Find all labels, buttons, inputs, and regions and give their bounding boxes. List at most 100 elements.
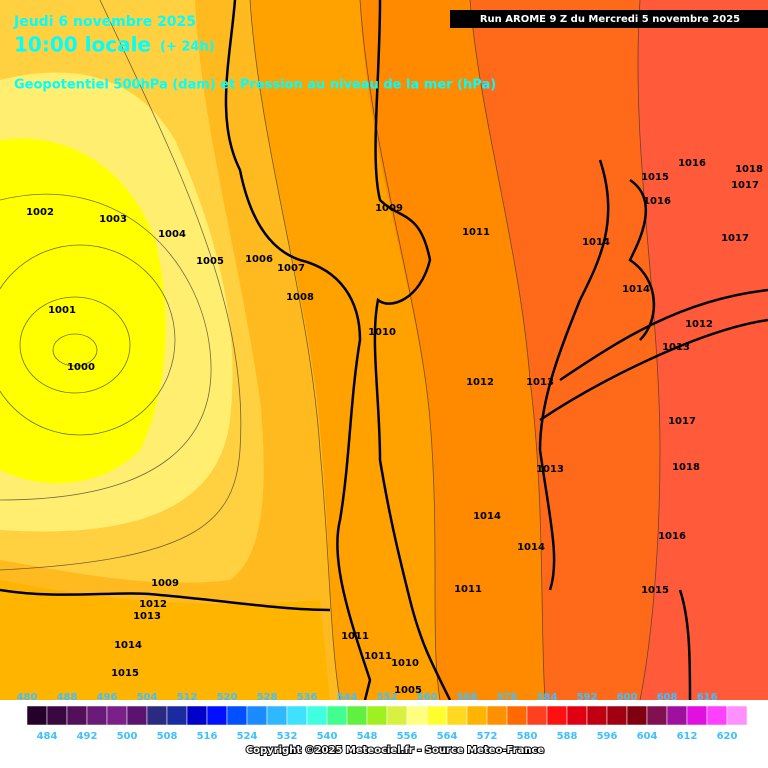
colorbar-label: 548 — [357, 731, 378, 742]
colorbar-label: 492 — [77, 731, 98, 742]
colorbar-label: 616 — [697, 692, 718, 703]
colorbar-label: 524 — [237, 731, 258, 742]
colorbar-label: 480 — [17, 692, 38, 703]
isobar-label: 1012 — [139, 599, 167, 610]
isobar-label: 1010 — [368, 327, 396, 338]
colorbar-swatch — [426, 705, 448, 726]
colorbar-label: 608 — [657, 692, 678, 703]
colorbar-label: 516 — [197, 731, 218, 742]
run-box — [450, 10, 768, 28]
colorbar-label: 504 — [137, 692, 158, 703]
isobar-label: 1014 — [114, 640, 142, 651]
colorbar-swatch — [126, 705, 148, 726]
isobar-label: 1018 — [672, 462, 700, 473]
colorbar-label: 612 — [677, 731, 698, 742]
borders — [0, 0, 768, 701]
colorbar-swatch — [246, 705, 268, 726]
colorbar-label: 580 — [517, 731, 538, 742]
colorbar-swatch — [386, 705, 408, 726]
isobar-label: 1000 — [67, 362, 95, 373]
colorbar-label: 556 — [397, 731, 418, 742]
colorbar-swatch — [206, 705, 228, 726]
isobar-label: 1006 — [245, 254, 273, 265]
colorbar-label: 576 — [497, 692, 518, 703]
colorbar-swatch — [586, 705, 608, 726]
colorbar-label: 620 — [717, 731, 738, 742]
colorbar-swatch — [486, 705, 508, 726]
isobar-label: 1015 — [111, 668, 139, 679]
colorbar-swatch — [526, 705, 548, 726]
colorbar-label: 532 — [277, 731, 298, 742]
isobar-label: 1017 — [731, 180, 759, 191]
time: 10:00 locale — [14, 33, 151, 57]
colorbar-swatch — [406, 705, 428, 726]
colorbar-label: 604 — [637, 731, 658, 742]
colorbar-swatch — [506, 705, 528, 726]
colorbar-swatch — [726, 705, 748, 726]
isobar-label: 1017 — [668, 416, 696, 427]
colorbar-label: 544 — [337, 692, 358, 703]
colorbar-label: 500 — [117, 731, 138, 742]
isobar-label: 1016 — [658, 531, 686, 542]
colorbar-label: 564 — [437, 731, 458, 742]
colorbar-swatch — [706, 705, 728, 726]
isobar-label: 1008 — [286, 292, 314, 303]
isobar-label: 1012 — [685, 319, 713, 330]
colorbar-swatch — [446, 705, 468, 726]
colorbar-label: 508 — [157, 731, 178, 742]
colorbar-swatch — [146, 705, 168, 726]
isobar-label: 1014 — [622, 284, 650, 295]
isobar-label: 1001 — [48, 305, 76, 316]
colorbar-swatch — [106, 705, 128, 726]
colorbar-label: 588 — [557, 731, 578, 742]
colorbar-label: 560 — [417, 692, 438, 703]
isobar-label: 1016 — [643, 196, 671, 207]
colorbar-label: 552 — [377, 692, 398, 703]
run-info: Run AROME 9 Z du Mercredi 5 novembre 202… — [480, 14, 740, 25]
colorbar-label: 520 — [217, 692, 238, 703]
isobar-label: 1003 — [99, 214, 127, 225]
offset: (+ 24h) — [160, 40, 215, 55]
date: Jeudi 6 novembre 2025 — [13, 14, 196, 30]
isobar-label: 1007 — [277, 263, 305, 274]
colorbar-label: 572 — [477, 731, 498, 742]
colorbar-label: 536 — [297, 692, 318, 703]
isobar-label: 1009 — [151, 578, 179, 589]
colorbar-swatch — [666, 705, 688, 726]
colorbar-label: 592 — [577, 692, 598, 703]
isobar-label: 1013 — [526, 377, 554, 388]
copyright: Copyright ©2025 Meteociel.fr - Source Me… — [246, 745, 545, 756]
colorbar-swatch — [466, 705, 488, 726]
colorbar-swatch — [46, 705, 68, 726]
isobar-label: 1018 — [735, 164, 763, 175]
colorbar-swatch — [626, 705, 648, 726]
colorbar-label: 540 — [317, 731, 338, 742]
isobar-label: 1010 — [391, 658, 419, 669]
colorbar-swatch — [266, 705, 288, 726]
isobar-label: 1014 — [582, 237, 610, 248]
isobar-label: 1011 — [341, 631, 369, 642]
colorbar-label: 484 — [37, 731, 58, 742]
isobar-label: 1009 — [375, 203, 403, 214]
isobar-label: 1005 — [394, 685, 422, 696]
isobar-label: 1011 — [462, 227, 490, 238]
colorbar-label: 596 — [597, 731, 618, 742]
colorbar-label: 568 — [457, 692, 478, 703]
isobar-label: 1002 — [26, 207, 54, 218]
isobar-label: 1013 — [662, 342, 690, 353]
colorbar-swatch — [326, 705, 348, 726]
isobar-label: 1014 — [473, 511, 501, 522]
colorbar-swatch — [346, 705, 368, 726]
colorbar-swatch — [286, 705, 308, 726]
isobar-label: 1014 — [517, 542, 545, 553]
colorbar-swatch — [86, 705, 108, 726]
colorbar — [26, 705, 748, 726]
colorbar-swatch — [226, 705, 248, 726]
colorbar-swatch — [166, 705, 188, 726]
colorbar-swatch — [546, 705, 568, 726]
colorbar-swatch — [66, 705, 88, 726]
colorbar-swatch — [646, 705, 668, 726]
isobar-label: 1011 — [454, 584, 482, 595]
